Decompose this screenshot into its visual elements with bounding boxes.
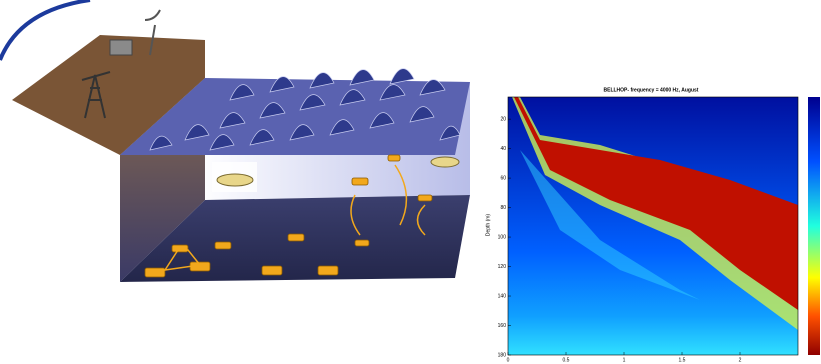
y-tick-label: 100: [498, 234, 507, 240]
y-tick-label: 40: [500, 146, 506, 152]
y-tick-label: 160: [498, 323, 507, 329]
x-tick-label: 0: [507, 357, 510, 363]
slide-border: [0, 0, 90, 60]
y-tick-label: 60: [500, 175, 506, 181]
x-tick-label: 2: [739, 357, 742, 363]
y-tick-label: 120: [498, 264, 507, 270]
y-axis-label: Depth (m): [485, 214, 491, 237]
x-tick-label: 1.5: [679, 357, 686, 363]
network-illustration: [12, 10, 470, 282]
auv: [217, 174, 253, 186]
y-tick-label: 20: [500, 116, 506, 122]
bellhop-plot: BELLHOP- frequency = 4000 Hz, August Dep…: [485, 87, 820, 355]
station: [110, 40, 132, 55]
colorbar: [808, 97, 820, 355]
x-tick-label: 0.5: [563, 357, 570, 363]
y-tick-label: 180: [498, 352, 507, 358]
auv: [431, 157, 459, 167]
plot-title: BELLHOP- frequency = 4000 Hz, August: [604, 87, 699, 93]
y-tick-label: 140: [498, 293, 507, 299]
slide: BELLHOP- frequency = 4000 Hz, August Dep…: [0, 0, 821, 364]
y-tick-label: 80: [500, 205, 506, 211]
x-tick-label: 1: [623, 357, 626, 363]
